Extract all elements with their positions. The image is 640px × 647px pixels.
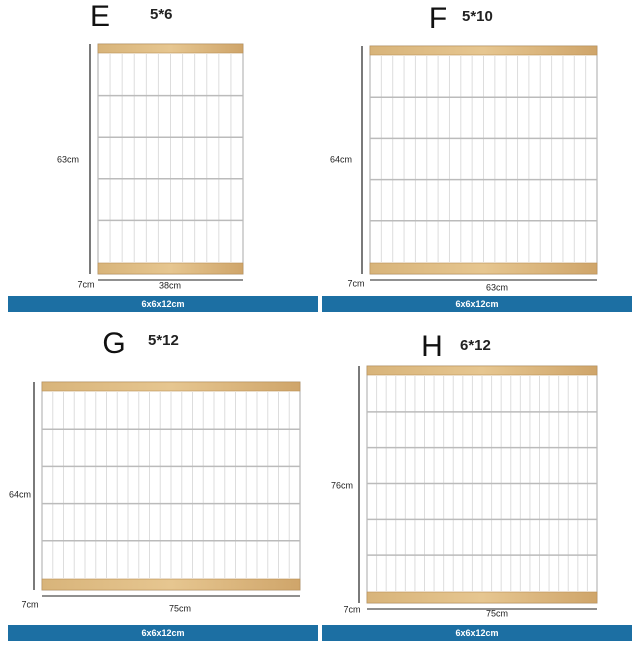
- info-bar-text: 6x6x12cm: [141, 628, 184, 638]
- panel-letter: G: [102, 327, 125, 360]
- cabinet: [97, 43, 244, 275]
- info-bar-text: 6x6x12cm: [455, 628, 498, 638]
- depth-label: 7cm: [343, 604, 360, 614]
- panel-letter: F: [429, 2, 447, 35]
- cabinet: [366, 365, 598, 604]
- info-bar: [8, 296, 318, 312]
- info-bar: [322, 625, 632, 641]
- top-board: [369, 45, 598, 56]
- info-bar-text: 6x6x12cm: [141, 299, 184, 309]
- info-bar: [322, 296, 632, 312]
- panel: H 6*12 76cm 75cm 7cm 6x6x12cm: [322, 330, 632, 641]
- bottom-board: [97, 262, 244, 275]
- width-label: 63cm: [486, 282, 508, 292]
- top-board: [97, 43, 244, 54]
- width-label: 38cm: [159, 280, 181, 290]
- panel-size: 6*12: [460, 337, 491, 354]
- top-board: [41, 381, 301, 392]
- height-label: 64cm: [9, 489, 31, 499]
- panel: F 5*10 64cm 63cm 7cm 6x6x12cm: [322, 2, 632, 312]
- height-label: 76cm: [331, 480, 353, 490]
- panel-letter: H: [421, 330, 443, 363]
- height-label: 64cm: [330, 154, 352, 164]
- depth-label: 7cm: [77, 279, 94, 289]
- info-bar-text: 6x6x12cm: [455, 299, 498, 309]
- top-board: [366, 365, 598, 376]
- width-label: 75cm: [486, 608, 508, 618]
- depth-label: 7cm: [21, 599, 38, 609]
- cabinet: [41, 381, 301, 591]
- cabinet: [369, 45, 598, 275]
- panel-size: 5*6: [150, 6, 173, 23]
- width-label: 75cm: [169, 603, 191, 613]
- bottom-board: [369, 262, 598, 275]
- panel: G 5*12 64cm 75cm 7cm 6x6x12cm: [8, 327, 318, 641]
- bottom-board: [41, 578, 301, 591]
- height-label: 63cm: [57, 154, 79, 164]
- panel-size: 5*10: [462, 8, 493, 25]
- panel: E 5*6 63cm 38cm 7cm 6x6x12cm: [8, 0, 318, 312]
- panel-letter: E: [90, 0, 110, 33]
- depth-label: 7cm: [347, 278, 364, 288]
- bottom-board: [366, 591, 598, 604]
- panel-size: 5*12: [148, 332, 179, 349]
- info-bar: [8, 625, 318, 641]
